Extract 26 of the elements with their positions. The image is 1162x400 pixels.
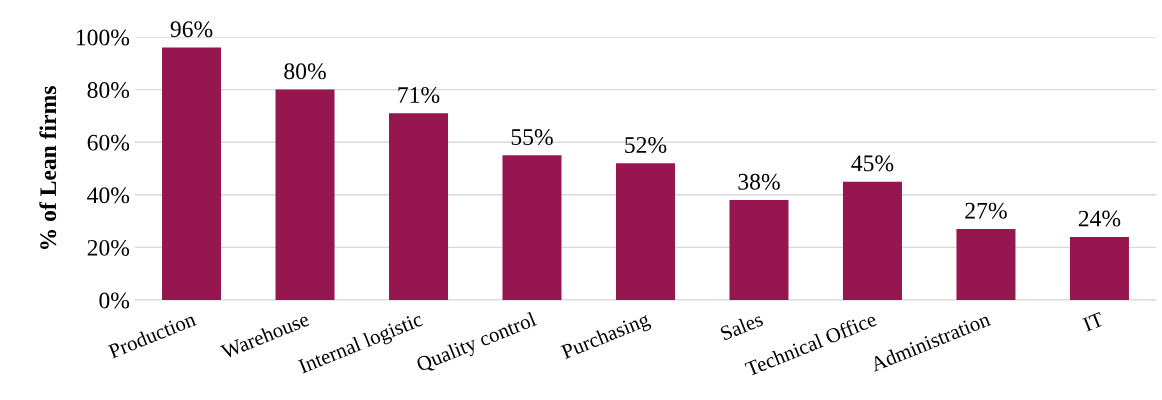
y-tick-label: 60%	[87, 134, 130, 151]
data-label: 96%	[170, 21, 213, 38]
bar	[162, 47, 222, 300]
y-tick-label: 40%	[87, 187, 130, 204]
bar	[1069, 236, 1129, 300]
data-label: 55%	[511, 129, 553, 146]
bar	[389, 113, 449, 300]
y-tick-label: 80%	[87, 82, 130, 99]
bar	[502, 155, 562, 300]
y-tick-label: 20%	[87, 239, 130, 256]
y-tick-label: 0%	[99, 292, 130, 309]
bar	[275, 89, 335, 300]
bar	[956, 228, 1016, 300]
data-label: 80%	[284, 63, 326, 80]
bar	[729, 200, 789, 300]
bar	[842, 181, 902, 300]
data-label: 71%	[398, 86, 440, 103]
data-label: 27%	[965, 202, 1007, 219]
x-tick-label: IT	[1082, 311, 1105, 332]
data-label: 24%	[1078, 210, 1121, 227]
y-axis-title: % of Lean firms	[39, 86, 57, 250]
bar	[615, 163, 675, 300]
data-label: 52%	[625, 136, 667, 153]
data-label: 45%	[851, 155, 894, 172]
data-label: 38%	[738, 173, 780, 190]
y-tick-label: 100%	[76, 29, 130, 46]
